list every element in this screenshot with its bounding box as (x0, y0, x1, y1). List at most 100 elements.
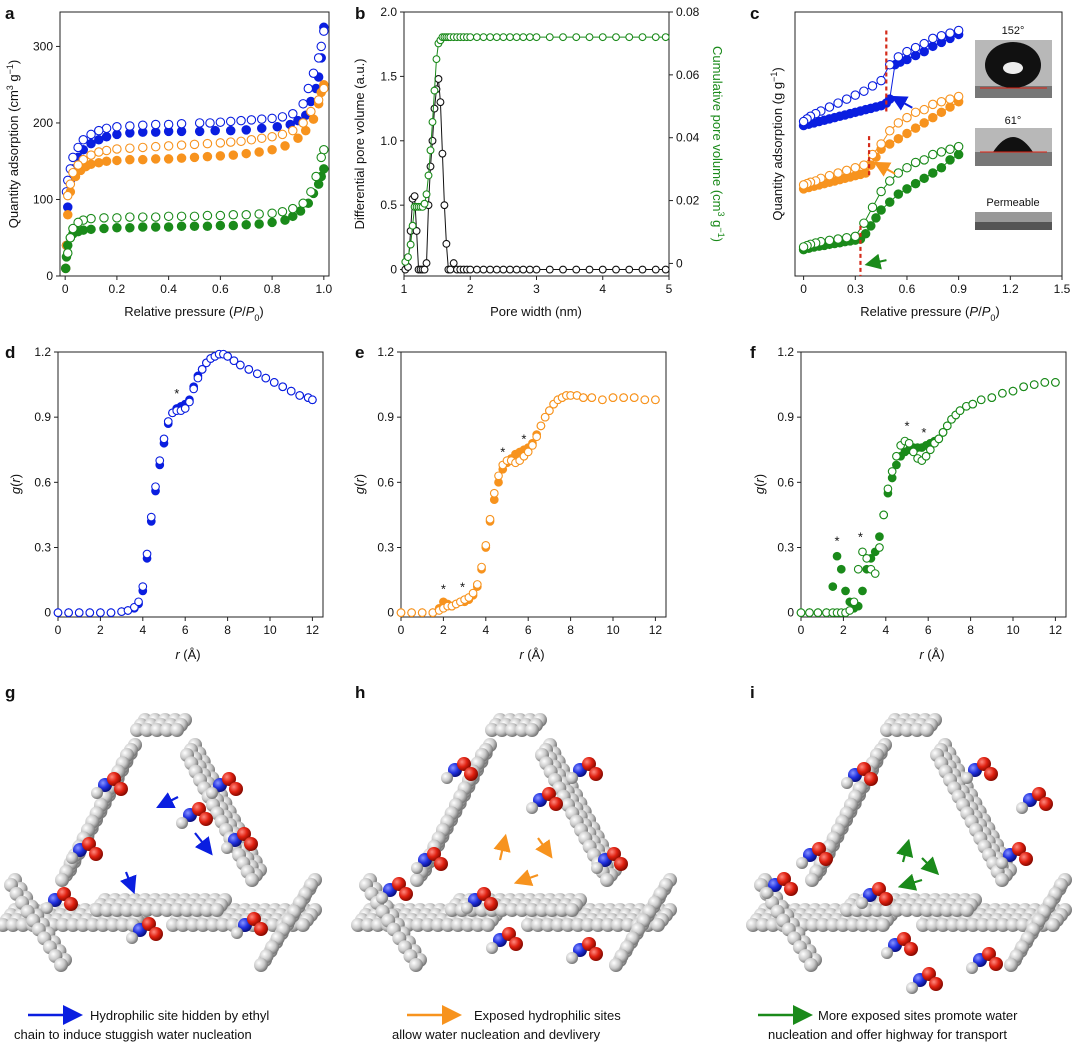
water-flow-arrow (513, 869, 539, 886)
atom (221, 842, 233, 854)
data-point (306, 96, 316, 107)
data-point (101, 156, 112, 166)
ytick-label-f: 0 (787, 606, 794, 620)
xtick-label-b: 2 (467, 282, 474, 296)
plot-frame-d (57, 351, 324, 618)
panel-label-c: c (750, 4, 759, 23)
ytick-label-e: 0 (387, 606, 394, 620)
data-point (902, 128, 912, 139)
data-point (434, 75, 443, 83)
ytick-label-e: 1.2 (377, 345, 394, 359)
atom (897, 932, 911, 946)
data-point (512, 33, 521, 42)
data-point (215, 151, 226, 161)
xtick-label-a: 0.4 (160, 282, 177, 296)
data-point (987, 393, 997, 402)
data-point (176, 153, 187, 163)
plot-frame-e (400, 351, 667, 618)
peak-asterisk: * (921, 425, 926, 440)
xlabel-a: Relative pressure (P/P0) (124, 304, 263, 323)
xtick-label-b: 1 (401, 282, 408, 296)
series-line (404, 36, 666, 263)
water-flow-arrow (493, 833, 511, 861)
data-point (288, 109, 298, 119)
data-point (64, 608, 73, 618)
data-point (910, 157, 921, 168)
data-point (426, 162, 435, 171)
atom (254, 922, 268, 936)
data-point (112, 122, 122, 132)
series-d: * (53, 349, 317, 618)
data-point (876, 186, 886, 197)
data-point (479, 33, 488, 42)
data-point (142, 549, 152, 559)
atom (411, 862, 423, 874)
atom (555, 903, 569, 917)
ytick-label-e: 0.9 (377, 410, 394, 424)
data-point (426, 146, 435, 155)
data-point (68, 167, 78, 178)
atom (761, 887, 773, 899)
ticks-b: 1 2 3 4 500.51.01.52.000.020.040.060.08 (380, 5, 699, 296)
droplet-reflection-1 (1003, 62, 1023, 74)
plot-frame-c (794, 11, 1063, 277)
atom (90, 903, 104, 917)
atom (976, 918, 990, 932)
data-point (150, 154, 161, 164)
atom (245, 873, 259, 887)
data-point (202, 210, 213, 221)
data-point (953, 141, 964, 152)
data-point (625, 33, 634, 42)
atom (929, 977, 943, 991)
atom (515, 903, 529, 917)
ytick-label-b: 1.0 (380, 134, 397, 148)
data-point (902, 54, 912, 65)
atom (222, 772, 236, 786)
data-point (422, 259, 431, 268)
atom (160, 723, 174, 737)
series-a-1 (61, 26, 329, 197)
data-point (858, 547, 867, 557)
data-point (525, 33, 534, 42)
data-point (472, 33, 481, 42)
data-point (867, 149, 878, 160)
xtick-label-f: 10 (1006, 623, 1020, 637)
data-point (202, 151, 213, 162)
data-point (486, 265, 495, 274)
data-point (875, 532, 884, 541)
data-point (953, 91, 964, 102)
atom (64, 897, 78, 911)
ylabel-f: g(r) (752, 474, 767, 494)
ytick-label-f: 0.6 (777, 475, 794, 489)
atom (160, 903, 174, 917)
series-a-5 (63, 144, 329, 258)
data-point (867, 202, 878, 213)
panel-a: a 0 0.2 0.4 0.6 0.8 1.0 0 100 200 300 Relative pr… (5, 4, 332, 323)
data-point (215, 138, 226, 148)
atom (6, 918, 20, 932)
series-a-2 (60, 79, 329, 274)
water-arrows-h (493, 833, 553, 886)
data-point (661, 265, 670, 274)
atom (926, 918, 940, 932)
xtick-label-a: 0.6 (212, 282, 229, 296)
panel-label-e: e (355, 343, 364, 362)
atom (91, 787, 103, 799)
data-point (99, 213, 109, 223)
peak-asterisk: * (441, 581, 446, 596)
atom (940, 903, 954, 917)
atom (1039, 797, 1053, 811)
xlabel-b: Pore width (nm) (490, 304, 582, 319)
data-point (430, 86, 439, 95)
xtick-label-b: 4 (599, 282, 606, 296)
data-point (892, 451, 901, 461)
atom (421, 918, 435, 932)
data-point (921, 451, 931, 461)
atom (890, 903, 904, 917)
xtick-label-e: 6 (525, 623, 532, 637)
atom (881, 947, 893, 959)
atom (296, 918, 310, 932)
data-point (587, 393, 597, 402)
data-point (278, 382, 288, 392)
